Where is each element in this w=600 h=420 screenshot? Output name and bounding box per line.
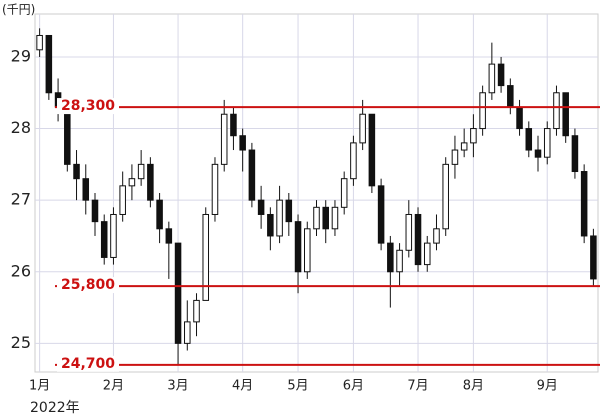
candle-body [257, 199, 265, 215]
candle-body [507, 85, 514, 108]
candle-body [553, 92, 560, 130]
y-tick-label: 26 [11, 261, 31, 280]
candle-body [433, 228, 440, 244]
candle-body [267, 213, 274, 237]
y-tick-label: 25 [11, 333, 31, 352]
candle-body [294, 221, 302, 273]
reference-label: 24,700 [61, 356, 115, 372]
candle-body [516, 106, 523, 130]
candle-body [368, 113, 376, 187]
candle-body [239, 135, 246, 151]
candle-body [423, 242, 431, 266]
candle-body [497, 63, 505, 87]
candle-body [174, 242, 182, 344]
x-tick-label: 1月 [29, 379, 50, 394]
candle-body [460, 142, 468, 151]
candle-body [128, 178, 136, 187]
x-tick-label: 5月 [287, 379, 308, 394]
candle-body [562, 92, 569, 137]
candle-body [396, 249, 403, 273]
candle-body [147, 163, 154, 201]
x-tick-label: 7月 [407, 379, 428, 394]
candle-body [340, 178, 348, 208]
candle-body [313, 206, 320, 230]
candle-body [543, 128, 551, 158]
candle-body [184, 321, 191, 344]
candle-body [73, 163, 80, 180]
candle-body [377, 185, 385, 244]
candle-body [590, 235, 597, 280]
candle-body [470, 128, 477, 144]
y-tick-label: 27 [11, 190, 31, 209]
candle-body [350, 142, 357, 180]
candle-body [571, 135, 579, 173]
candle-body [304, 228, 311, 273]
candle-body [82, 178, 90, 201]
reference-label: 28,300 [61, 98, 115, 114]
reference-label-bg [57, 277, 119, 294]
candle-body [248, 149, 256, 201]
x-tick-label: 9月 [537, 379, 558, 394]
candle-body [285, 199, 293, 223]
candle-body [193, 299, 200, 323]
candle-body [442, 163, 449, 230]
candle-body [64, 106, 71, 165]
candle-body [525, 128, 533, 151]
candle-body [119, 185, 126, 215]
candle-body [387, 242, 394, 273]
candle-body [331, 206, 339, 230]
x-tick-label: 2月 [103, 379, 124, 394]
x-tick-label: 3月 [167, 379, 188, 394]
candle-body [211, 163, 219, 215]
candle-body [165, 228, 173, 244]
candle-body [479, 92, 486, 130]
candle-body [359, 113, 366, 144]
candle-body [451, 149, 459, 165]
candle-body [276, 199, 283, 237]
candle-body [110, 213, 117, 258]
x-tick-label: 6月 [343, 379, 364, 394]
reference-label-bg [57, 355, 119, 372]
candle-body [488, 63, 496, 94]
reference-label: 25,800 [61, 277, 115, 293]
y-unit: (千円) [2, 3, 35, 17]
candle-body [322, 206, 329, 230]
candle-body [230, 113, 237, 137]
reference-label-bg [57, 98, 119, 115]
candle-body [405, 213, 413, 251]
candle-body [137, 163, 145, 180]
candle-body [100, 221, 108, 258]
y-tick-label: 29 [11, 46, 31, 65]
candle-body [580, 171, 588, 237]
y-tick-label: 28 [11, 118, 31, 137]
candle-body [202, 213, 210, 301]
x-sublabel: 2022年 [30, 400, 80, 416]
candle-body [156, 199, 163, 230]
candle-body [36, 34, 43, 51]
x-tick-label: 8月 [463, 379, 484, 394]
candle-body [45, 34, 53, 94]
candle-body [414, 213, 422, 266]
candle-body [220, 113, 228, 165]
plot-frame [34, 13, 599, 373]
candle-body [91, 199, 99, 223]
candle-body [534, 149, 542, 158]
x-tick-label: 4月 [232, 379, 253, 394]
